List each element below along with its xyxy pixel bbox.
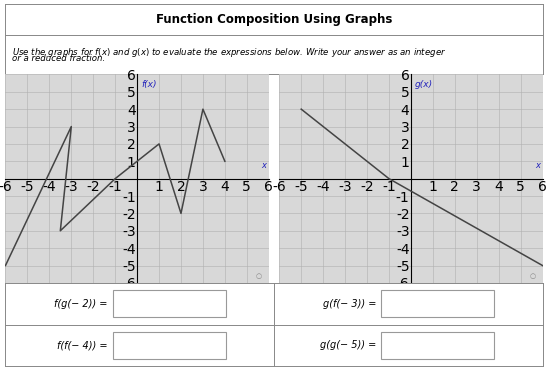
- Text: f(f(− 4)) =: f(f(− 4)) =: [57, 340, 107, 350]
- Text: ○: ○: [530, 273, 536, 279]
- Bar: [113, 290, 226, 317]
- Text: g(f(− 3)) =: g(f(− 3)) =: [323, 299, 376, 309]
- Bar: [113, 332, 226, 359]
- Text: or a reduced fraction.: or a reduced fraction.: [12, 54, 105, 63]
- Text: Use the graphs for $\mathit{f}(\mathit{x})$ and $\mathit{g}(\mathit{x})$ to eval: Use the graphs for $\mathit{f}(\mathit{x…: [12, 46, 446, 59]
- Text: x: x: [261, 161, 266, 169]
- Bar: [381, 290, 494, 317]
- Text: g(x): g(x): [415, 80, 433, 89]
- Text: f(x): f(x): [141, 80, 157, 89]
- Bar: [381, 332, 494, 359]
- Text: x: x: [535, 161, 540, 169]
- Text: Function Composition Using Graphs: Function Composition Using Graphs: [156, 13, 392, 26]
- Text: f(g(− 2)) =: f(g(− 2)) =: [54, 299, 107, 309]
- Text: ○: ○: [256, 273, 262, 279]
- Text: g(g(− 5)) =: g(g(− 5)) =: [320, 340, 376, 350]
